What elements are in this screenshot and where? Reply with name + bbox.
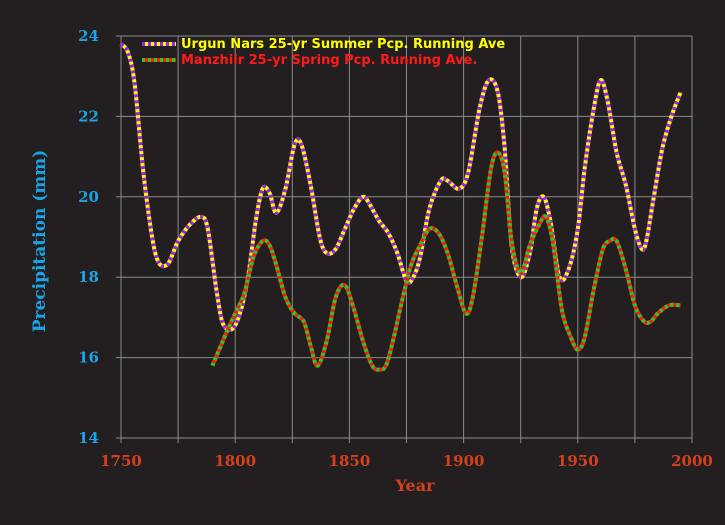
legend: Urgun Nars 25-yr Summer Pcp. Running Ave… — [142, 37, 505, 68]
x-tick-label: 1750 — [100, 452, 142, 470]
x-tick-label: 1800 — [214, 452, 256, 470]
legend-entry: Manzhiir 25-yr Spring Pcp. Running Ave. — [142, 53, 477, 68]
x-axis-label: Year — [394, 476, 435, 495]
y-axis-label: Precipitation (mm) — [30, 150, 50, 333]
legend-label: Manzhiir 25-yr Spring Pcp. Running Ave. — [181, 53, 477, 68]
y-tick-label: 18 — [78, 268, 99, 286]
y-tick-label: 16 — [78, 349, 99, 367]
series-1 — [119, 42, 683, 332]
series-2-line-dash — [210, 150, 681, 372]
y-tick-label: 22 — [78, 107, 99, 125]
legend-entry: Urgun Nars 25-yr Summer Pcp. Running Ave — [142, 37, 505, 52]
x-tick-label: 1950 — [557, 452, 599, 470]
gridlines — [116, 35, 693, 443]
y-tick-label: 24 — [78, 27, 99, 45]
y-tick-label: 20 — [78, 188, 99, 206]
x-tick-label: 1850 — [329, 452, 371, 470]
series-1-line-dash — [119, 42, 683, 332]
tick-labels: 1750 1800 1850 1900 1950 2000 14 16 18 20 22 24 — [78, 27, 713, 470]
x-tick-label: 2000 — [671, 452, 713, 470]
series-2 — [210, 150, 681, 372]
x-tick-label: 1900 — [443, 452, 485, 470]
series-group — [119, 42, 683, 372]
y-tick-label: 14 — [78, 429, 99, 447]
legend-label: Urgun Nars 25-yr Summer Pcp. Running Ave — [181, 37, 505, 52]
